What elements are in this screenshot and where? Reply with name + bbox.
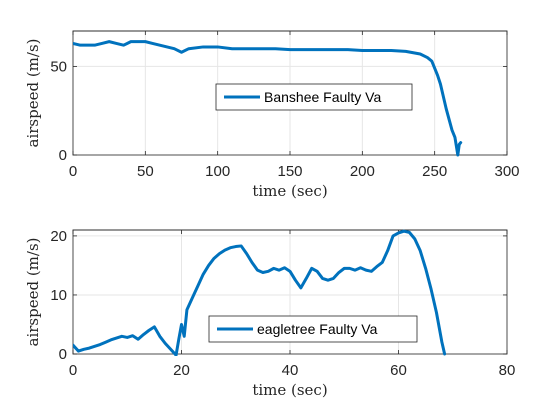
- chart0-xtick-label-6: 300: [494, 163, 519, 180]
- chart0-series-line-0: [73, 40, 463, 157]
- chart1-legend-label: eagletree Faulty Va: [257, 321, 378, 337]
- chart1-xlabel: time (sec): [252, 381, 327, 399]
- axes-bottom: 0 20 40 60 80 0 10 20 time (sec) airspeed (m/s) ea…: [24, 228, 515, 399]
- chart1-xtick-label-0: 0: [69, 362, 77, 379]
- chart0-xlabel: time (sec): [252, 182, 327, 200]
- chart1-xtick-label-3: 60: [390, 362, 407, 379]
- chart0-xtick-label-3: 150: [277, 163, 302, 180]
- chart1-ytick-label-1: 10: [50, 287, 67, 304]
- chart1-xtick-label-1: 20: [173, 362, 190, 379]
- chart1-ytick-label-2: 20: [50, 228, 67, 245]
- chart1-ylabel: airspeed (m/s): [24, 237, 42, 346]
- chart0-xtick-label-1: 50: [137, 163, 154, 180]
- axes-top: 0 50 100 150 200 250 300 0 50 time (sec) airspeed …: [24, 30, 520, 200]
- chart1-xtick-label-4: 80: [499, 362, 516, 379]
- chart0-legend-box: [215, 83, 413, 111]
- chart0-xtick-label-5: 250: [422, 163, 447, 180]
- chart0-legend-label: Banshee Faulty Va: [264, 89, 381, 105]
- chart0-xtick-label-0: 0: [69, 163, 77, 180]
- chart1-xtick-label-2: 40: [282, 362, 299, 379]
- chart0-xtick-label-4: 200: [350, 163, 375, 180]
- chart0-ytick-label-0: 0: [59, 147, 67, 164]
- chart0-ytick-label-1: 50: [50, 58, 67, 75]
- chart0-xtick-label-2: 100: [205, 163, 230, 180]
- chart0-ylabel: airspeed (m/s): [24, 38, 42, 147]
- chart1-series-line-0: [73, 229, 447, 356]
- chart1-ytick-label-0: 0: [59, 346, 67, 363]
